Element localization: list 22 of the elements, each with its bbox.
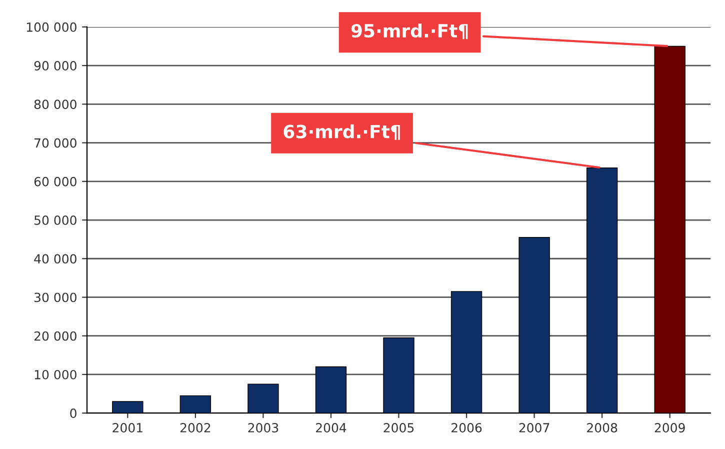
x-tick-label: 2004 (316, 423, 346, 432)
y-tick-label: 80 000 (34, 100, 76, 110)
y-tick-label: 40 000 (34, 254, 76, 264)
y-tick-label: 20 000 (34, 331, 76, 341)
y-tick-label: 10 000 (34, 370, 76, 380)
x-tick-label: 2008 (587, 423, 618, 432)
annotation: 95·mrd.·Ft¶ (351, 24, 468, 40)
y-tick-label: 30 000 (34, 292, 76, 302)
y-tick-label: 0 (70, 408, 76, 418)
y-tick-label: 50 000 (34, 215, 76, 225)
x-tick-label: 2009 (654, 423, 685, 432)
x-tick-label: 2006 (452, 423, 482, 432)
x-tick-label: 2005 (384, 423, 414, 432)
y-tick-label: 60 000 (34, 176, 76, 186)
x-tick-label: 2002 (180, 423, 210, 432)
x-tick-label: 2003 (248, 423, 278, 432)
y-tick-label: 70 000 (34, 138, 76, 148)
y-tick-label: 90 000 (34, 61, 76, 70)
x-tick-label: 2007 (519, 423, 550, 432)
x-tick-label: 2001 (112, 423, 142, 432)
annotation: 63·mrd.·Ft¶ (284, 124, 400, 140)
y-tick-label: 100 000 (26, 22, 76, 32)
